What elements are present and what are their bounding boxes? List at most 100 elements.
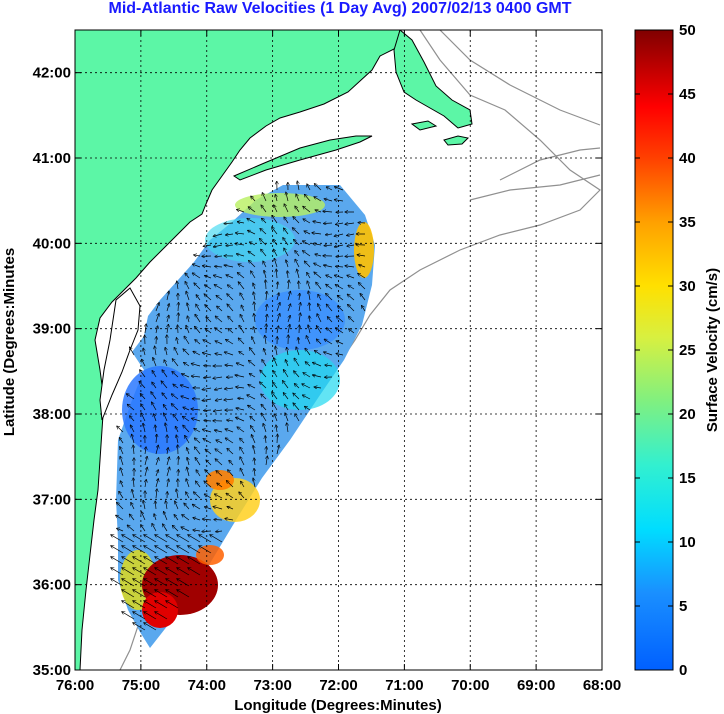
velocity-vector xyxy=(166,501,167,510)
velocity-vector xyxy=(144,557,157,565)
velocity-vector xyxy=(214,275,223,279)
velocity-vector xyxy=(336,266,344,267)
velocity-vector xyxy=(210,535,223,543)
velocity-vector xyxy=(316,326,322,334)
velocity-vector xyxy=(143,501,145,510)
velocity-vector xyxy=(155,458,159,466)
velocity-vector xyxy=(216,440,223,444)
velocity-vector xyxy=(238,338,245,345)
velocity-vector xyxy=(288,325,290,334)
velocity-vector xyxy=(238,222,245,223)
velocity-vector xyxy=(195,447,201,455)
velocity-vector xyxy=(314,272,322,279)
velocity-vector xyxy=(227,481,234,488)
velocity-vectors xyxy=(111,181,366,631)
velocity-vector xyxy=(315,254,322,256)
velocity-vector xyxy=(111,557,124,565)
velocity-vector xyxy=(155,501,156,510)
velocity-vector xyxy=(359,265,366,267)
velocity-vector xyxy=(193,518,201,521)
velocity-vector xyxy=(254,458,255,466)
velocity-vector xyxy=(172,359,179,367)
velocity-vector xyxy=(155,346,156,356)
velocity-vector xyxy=(177,579,190,587)
velocity-vector xyxy=(225,365,234,366)
velocity-vector xyxy=(141,404,146,411)
velocity-vector xyxy=(314,197,322,202)
velocity-vector xyxy=(241,481,245,488)
velocity-vector xyxy=(284,204,289,213)
velocity-vector xyxy=(184,363,190,367)
velocity-vector xyxy=(154,514,156,521)
velocity-vector xyxy=(181,385,190,389)
y-tick-label: 35:00 xyxy=(33,662,71,679)
velocity-vector xyxy=(317,314,322,323)
velocity-vector xyxy=(195,315,201,323)
velocity-vector xyxy=(288,280,289,290)
velocity-vector xyxy=(287,423,288,433)
velocity-vector xyxy=(143,348,145,356)
velocity-vector xyxy=(166,304,169,312)
colorbar-tick-label: 40 xyxy=(679,150,696,167)
velocity-vector xyxy=(229,460,234,466)
velocity-vector xyxy=(155,445,158,455)
velocity-vector xyxy=(285,360,289,367)
colorbar-tick-label: 15 xyxy=(679,470,696,487)
colorbar-tick-label: 30 xyxy=(679,278,696,295)
velocity-vector xyxy=(144,590,157,598)
velocity-vector xyxy=(117,528,124,532)
velocity-vector xyxy=(177,325,178,334)
x-axis: 76:00 75:00 74:00 73:00 72:00 71:00 70:00 69:00… xyxy=(56,30,621,694)
velocity-vector xyxy=(196,470,201,477)
velocity-vector xyxy=(132,490,135,499)
velocity-vector xyxy=(187,467,190,477)
velocity-vector xyxy=(166,601,179,609)
velocity-vector xyxy=(254,469,255,477)
velocity-vector xyxy=(141,512,146,521)
velocity-vector xyxy=(132,434,135,444)
velocity-vector xyxy=(162,393,168,400)
velocity-vector xyxy=(324,352,333,356)
velocity-vector xyxy=(306,336,311,345)
velocity-vector xyxy=(303,373,311,378)
velocity-vector xyxy=(286,260,288,268)
velocity-vector xyxy=(178,303,179,312)
velocity-vector xyxy=(226,234,234,235)
velocity-vector xyxy=(327,187,333,191)
velocity-vector xyxy=(133,590,146,598)
velocity-vector xyxy=(335,187,344,191)
velocity-vector xyxy=(202,399,212,401)
velocity-vector xyxy=(122,568,135,576)
velocity-vector xyxy=(167,291,169,301)
velocity-vector xyxy=(153,358,157,367)
velocity-vector xyxy=(227,448,234,455)
velocity-vector xyxy=(336,316,344,323)
velocity-vector xyxy=(133,546,146,554)
velocity-vector xyxy=(215,449,223,455)
velocity-vector xyxy=(186,291,190,301)
velocity-vector xyxy=(204,420,212,421)
velocity-vector xyxy=(318,304,322,312)
velocity-vector xyxy=(315,351,322,356)
velocity-vector xyxy=(287,271,288,279)
velocity-vector xyxy=(205,494,212,499)
velocity-vector xyxy=(225,429,234,433)
velocity-vector xyxy=(111,546,124,554)
velocity-vector xyxy=(227,507,234,510)
velocity-vector xyxy=(237,427,245,433)
velocity-vector xyxy=(248,405,256,411)
velocity-vector xyxy=(216,296,223,301)
velocity-vector xyxy=(205,305,212,312)
velocity-vector xyxy=(215,494,223,499)
velocity-vector xyxy=(236,387,245,388)
velocity-vector xyxy=(236,233,245,234)
velocity-vector xyxy=(274,259,278,268)
velocity-patch-green xyxy=(235,193,325,217)
velocity-vector xyxy=(122,557,135,565)
velocity-vector xyxy=(277,282,278,290)
y-tick-label: 41:00 xyxy=(33,150,71,167)
velocity-vector xyxy=(296,194,300,202)
velocity-vector xyxy=(324,245,333,246)
velocity-vector xyxy=(251,435,256,444)
grid-lines xyxy=(75,30,602,670)
